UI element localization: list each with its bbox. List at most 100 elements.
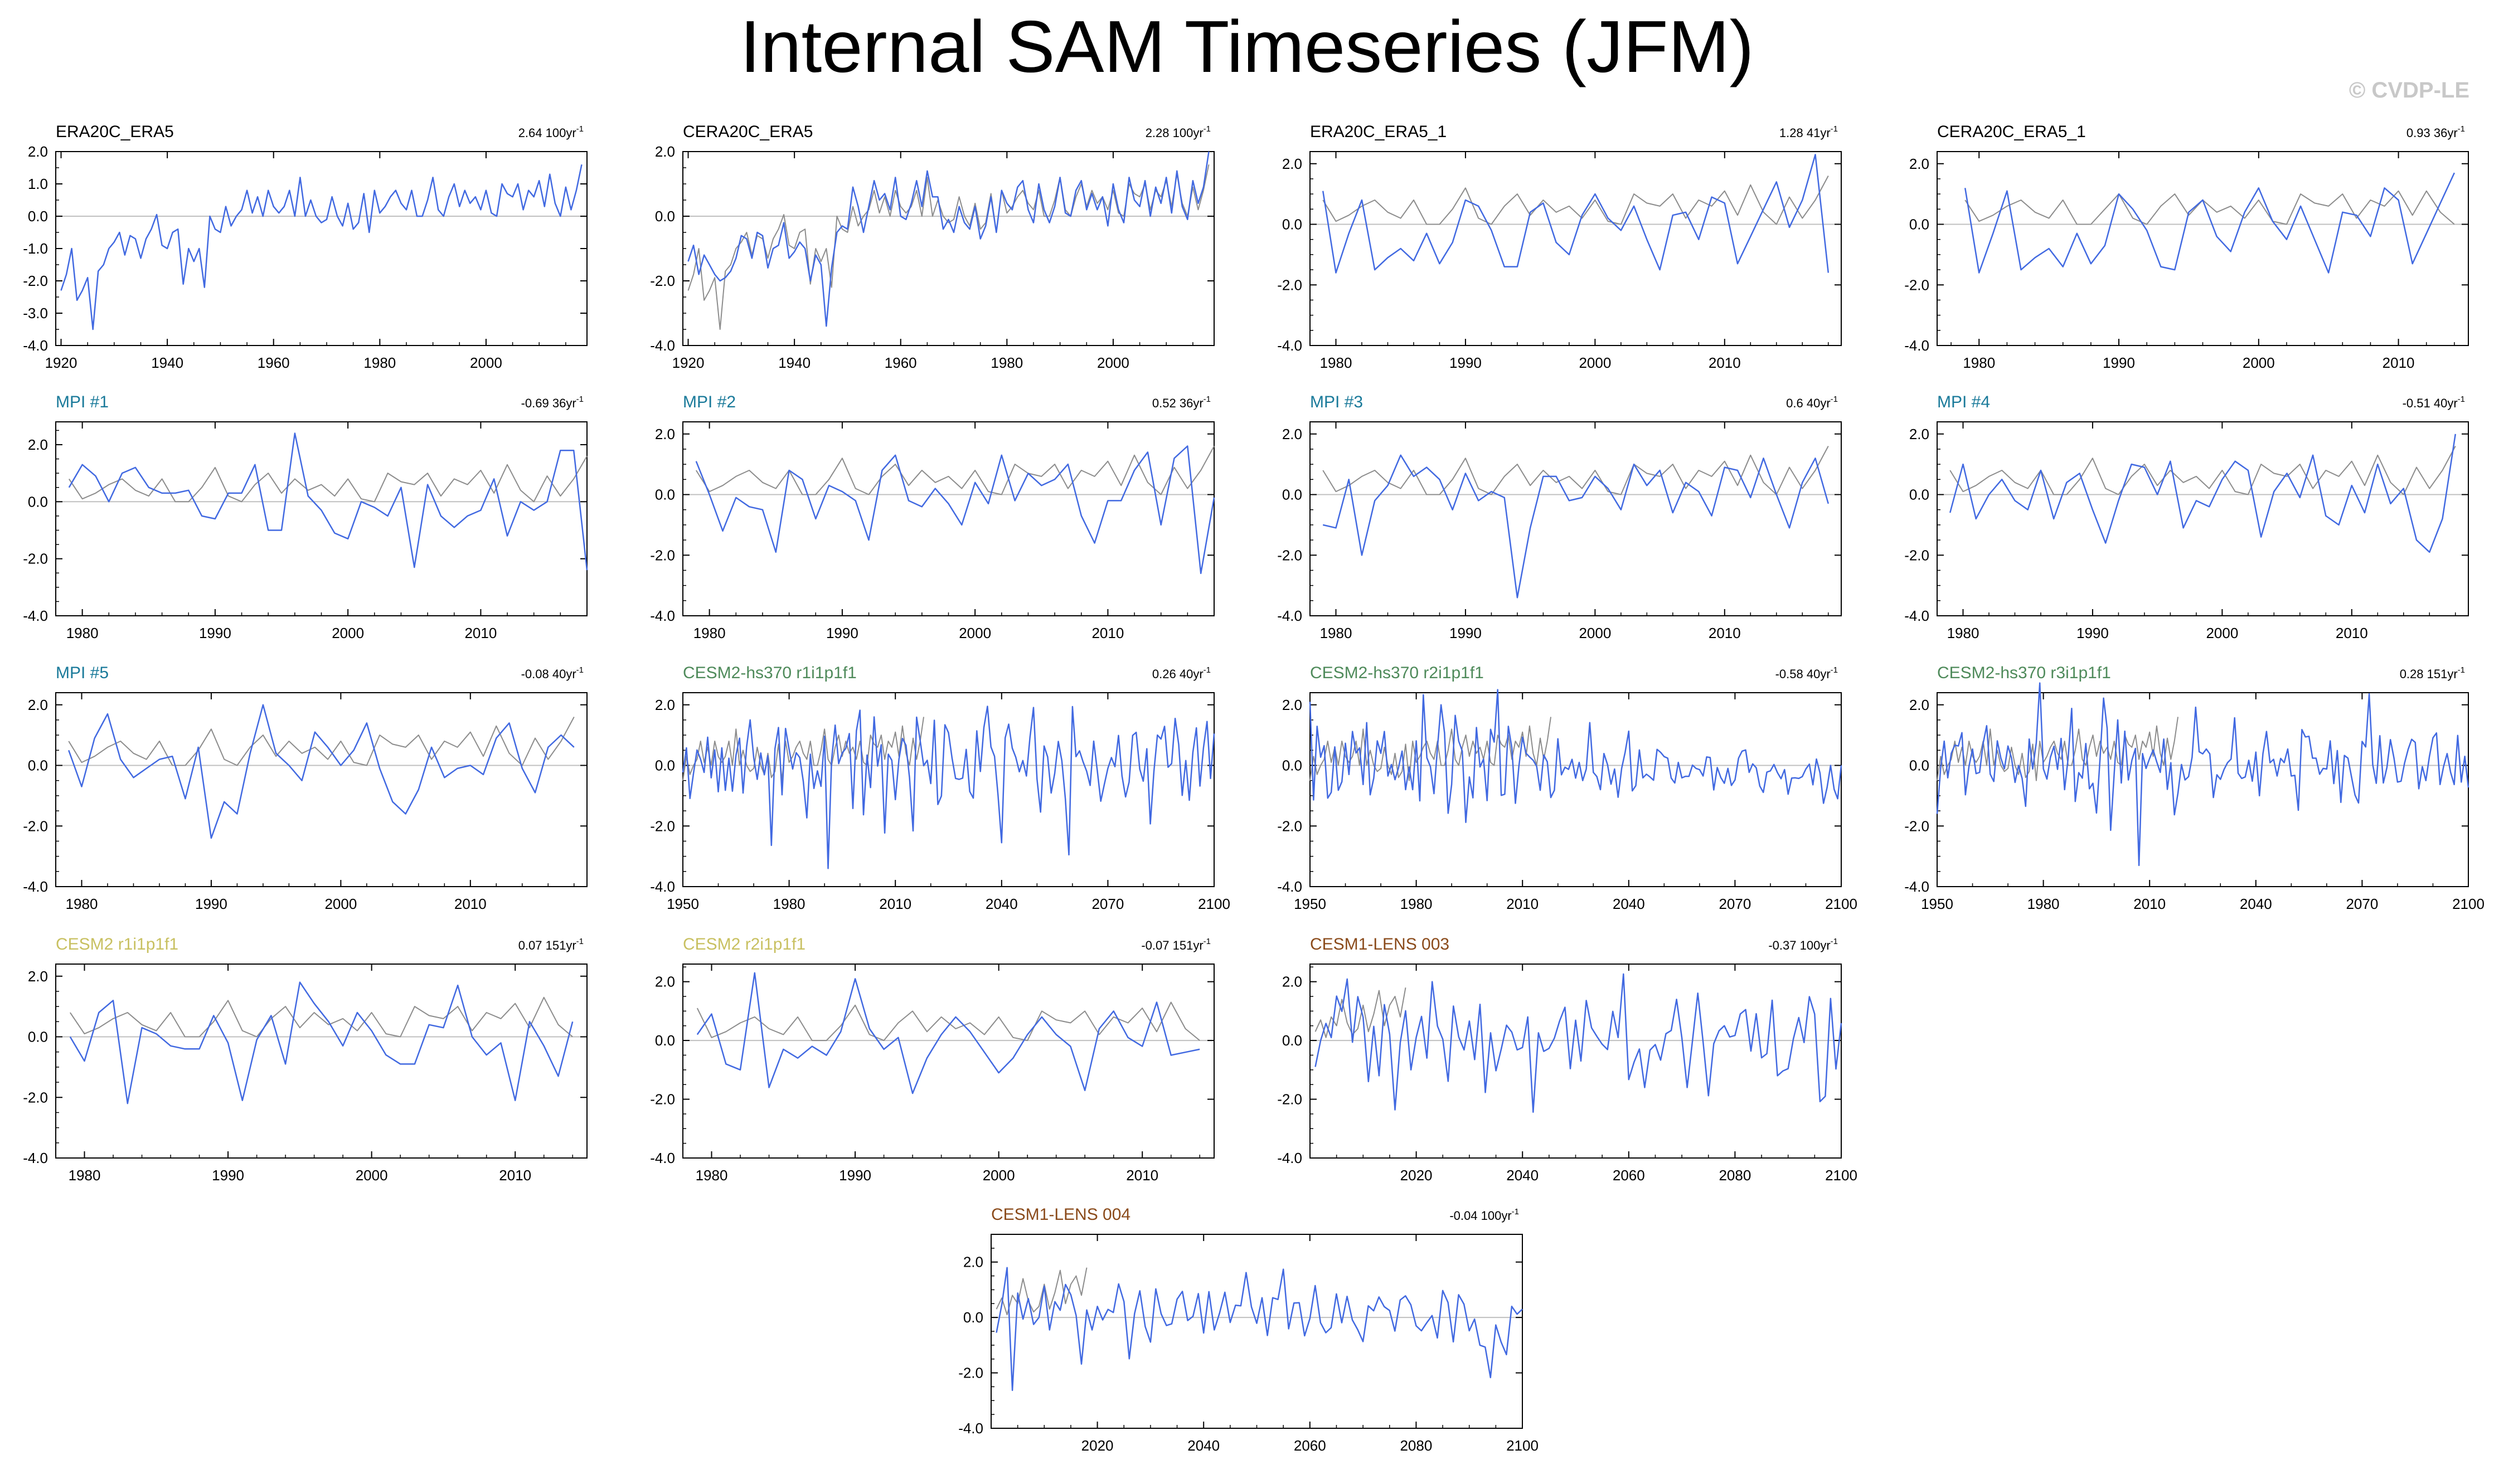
panel-title: MPI #2 [683, 393, 736, 411]
plot-frame [1309, 964, 1842, 1159]
y-tick-label: -2.0 [1277, 1091, 1302, 1108]
x-tick-label: 1990 [212, 1167, 244, 1184]
plot-frame [682, 151, 1215, 346]
x-tick-label: 1980 [773, 896, 806, 912]
trend-label: -0.04 100yr-1 [1449, 1207, 1519, 1223]
panel-title: MPI #3 [1310, 393, 1363, 411]
reference-series-line [695, 446, 1215, 495]
x-tick-label: 2020 [1400, 1167, 1433, 1184]
reference-series-line [68, 717, 575, 766]
plot-frame [55, 964, 588, 1159]
trend-label: 1.28 41yr-1 [1779, 124, 1838, 140]
panel-cesm2-r1i1p1f1: CESM2 r1i1p1f1 0.07 151yr-1 -4.0 -2.0 0.0 2.0… [23, 935, 588, 1184]
x-tick-label: 2100 [1825, 896, 1857, 912]
trend-label: 0.07 151yr-1 [518, 937, 584, 952]
y-tick-label: -4.0 [23, 337, 48, 354]
panel-mpi-1: MPI #1 -0.69 36yr-1 -4.0 -2.0 0.0 2.0 1980 1990… [23, 393, 588, 641]
sam-index-line [695, 445, 1215, 575]
panel-title: CESM2 r2i1p1f1 [683, 935, 806, 953]
y-tick-label: -2.0 [23, 551, 48, 567]
x-tick-label: 2000 [959, 625, 991, 641]
plot-frame [1309, 421, 1842, 616]
y-tick-label: 2.0 [28, 968, 48, 985]
x-tick-label: 1990 [1449, 354, 1482, 371]
x-tick-label: 1950 [667, 896, 699, 912]
trend-label: 2.64 100yr-1 [518, 124, 584, 140]
y-tick-label: -1.0 [23, 240, 48, 257]
y-tick-label: -4.0 [1277, 1150, 1302, 1166]
x-tick-label: 2000 [2206, 625, 2238, 641]
y-tick-label: -4.0 [23, 1150, 48, 1166]
x-tick-label: 2010 [2383, 354, 2415, 371]
trend-label: -0.58 40yr-1 [1775, 665, 1838, 681]
x-tick-label: 2010 [499, 1167, 531, 1184]
x-tick-label: 2040 [986, 896, 1018, 912]
plot-frame [682, 964, 1215, 1159]
y-tick-label: 0.0 [1282, 1032, 1302, 1049]
x-tick-label: 1980 [991, 354, 1023, 371]
x-tick-label: 2100 [1198, 896, 1230, 912]
page-title: Internal SAM Timeseries (JFM) [740, 6, 1754, 87]
sam-index-line [1322, 154, 1830, 274]
x-tick-label: 2000 [470, 354, 502, 371]
x-tick-label: 2010 [1506, 896, 1539, 912]
x-tick-label: 2040 [1187, 1437, 1220, 1454]
x-tick-label: 2040 [2240, 896, 2272, 912]
y-tick-label: -2.0 [1904, 276, 1929, 293]
x-tick-label: 2000 [2243, 354, 2275, 371]
x-tick-label: 2010 [2133, 896, 2166, 912]
reference-series-line [1937, 717, 2178, 781]
y-tick-label: 2.0 [1282, 697, 1302, 713]
x-tick-label: 1980 [363, 354, 396, 371]
plot-frame [1309, 151, 1842, 346]
x-tick-label: 1980 [696, 1167, 728, 1184]
y-tick-label: 0.0 [655, 208, 675, 225]
y-tick-label: -2.0 [650, 1091, 675, 1108]
x-tick-label: 2060 [1613, 1167, 1645, 1184]
x-tick-label: 1950 [1294, 896, 1326, 912]
sam-index-line [1949, 434, 2457, 553]
x-tick-label: 2010 [879, 896, 911, 912]
y-tick-label: 2.0 [655, 426, 675, 442]
x-tick-label: 1980 [1963, 354, 1995, 371]
y-tick-label: 2.0 [1909, 155, 1929, 172]
plot-frame [1309, 692, 1842, 887]
x-tick-label: 2000 [356, 1167, 388, 1184]
y-tick-label: 2.0 [1282, 426, 1302, 442]
x-tick-label: 1990 [195, 896, 227, 912]
trend-label: -0.07 151yr-1 [1141, 937, 1211, 952]
watermark: © CVDP-LE [2349, 78, 2469, 103]
x-tick-label: 1980 [2027, 896, 2060, 912]
sam-index-line [682, 705, 1215, 869]
y-tick-label: 2.0 [1909, 697, 1929, 713]
x-tick-label: 1990 [199, 625, 231, 641]
trend-label: -0.37 100yr-1 [1768, 937, 1838, 952]
y-tick-label: -4.0 [1904, 878, 1929, 895]
y-tick-label: 0.0 [655, 757, 675, 774]
sam-index-line [1322, 454, 1830, 599]
trend-label: -0.69 36yr-1 [521, 395, 584, 410]
x-tick-label: 2000 [1097, 354, 1129, 371]
reference-series-line [1322, 176, 1829, 225]
y-tick-label: -2.0 [958, 1365, 983, 1381]
y-tick-label: 0.0 [1282, 757, 1302, 774]
x-tick-label: 2100 [1825, 1167, 1857, 1184]
panel-title: MPI #5 [56, 664, 109, 682]
plot-frame [682, 692, 1215, 887]
y-tick-label: -2.0 [650, 273, 675, 289]
y-tick-label: 2.0 [1282, 974, 1302, 990]
y-tick-label: -4.0 [1904, 607, 1929, 624]
y-tick-label: -2.0 [1904, 818, 1929, 834]
panel-cesm1-lens-003: CESM1-LENS 003 -0.37 100yr-1 -4.0 -2.0 0.0 2.… [1277, 935, 1857, 1184]
x-tick-label: 1990 [839, 1167, 871, 1184]
panel-cesm2-hs370-r3i1p1f1: CESM2-hs370 r3i1p1f1 0.28 151yr-1 -4.0 -2.0… [1904, 664, 2485, 912]
x-tick-label: 1990 [2076, 625, 2109, 641]
y-tick-label: -4.0 [23, 607, 48, 624]
x-tick-label: 2070 [1719, 896, 1751, 912]
reference-series-line [1322, 446, 1829, 495]
panel-era20c-era5: ERA20C_ERA5 2.64 100yr-1 -4.0 -3.0 -2.0 -1.0 0… [23, 123, 588, 371]
sam-index-line [1936, 682, 2469, 867]
y-tick-label: 0.0 [963, 1309, 983, 1326]
sam-index-line [68, 432, 588, 571]
x-tick-label: 2080 [1719, 1167, 1751, 1184]
